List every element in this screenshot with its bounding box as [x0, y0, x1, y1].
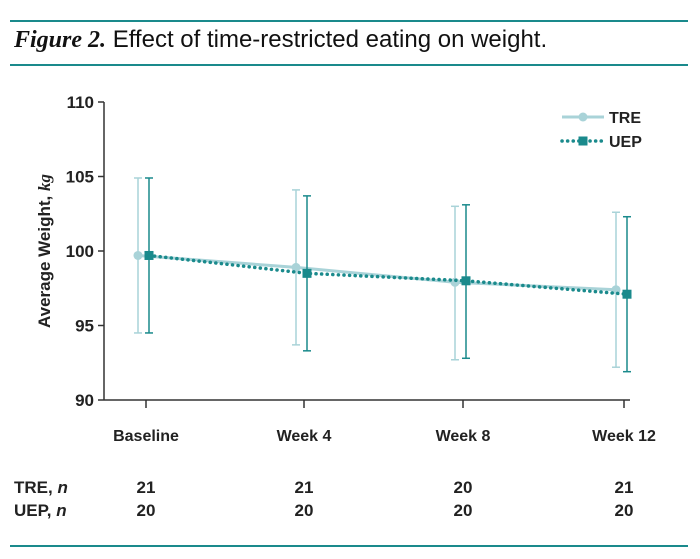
series-line: [137, 253, 617, 292]
n-row-group: UEP,: [14, 501, 56, 520]
n-table-row: UEP, n 20 20 20 20: [14, 501, 633, 520]
bottom-rule: [10, 545, 688, 547]
x-tick-label: Week 4: [277, 428, 332, 445]
legend-item-tre: TRE: [562, 110, 641, 127]
n-row-label: TRE, n: [14, 478, 68, 497]
legend-label: TRE: [609, 110, 641, 127]
legend-item-uep: UEP: [560, 134, 642, 151]
y-axis-label-unit: kg: [35, 174, 54, 192]
legend-label: UEP: [609, 134, 642, 151]
n-cell: 20: [295, 501, 314, 520]
y-axis-label-main: Average Weight,: [35, 196, 54, 328]
figure-label: Figure 2.: [14, 27, 107, 53]
y-tick-label: 90: [75, 391, 94, 410]
n-row-group: TRE,: [14, 478, 57, 497]
title-rule: [10, 64, 688, 66]
y-tick-label: 110: [67, 93, 94, 112]
y-tick-label: 105: [66, 168, 94, 187]
axes: Average Weight, kg: [35, 102, 630, 401]
n-cell: 20: [137, 501, 156, 520]
x-tick-label: Week 12: [592, 428, 656, 445]
x-tick-label: Week 8: [436, 428, 491, 445]
n-row-label: UEP, n: [14, 501, 67, 520]
n-table: TRE, n 21 21 20 21 UEP, n 20 20 20 20: [14, 478, 633, 520]
figure-title: Figure 2. Effect of time-restricted eati…: [14, 26, 547, 54]
n-table-row: TRE, n 21 21 20 21: [14, 478, 633, 497]
data-point: [291, 262, 301, 272]
n-cell: 20: [454, 501, 473, 520]
series-line: [147, 253, 629, 296]
data-point: [144, 250, 154, 260]
y-ticks: 90 95 100 105 110: [66, 93, 104, 410]
data-point: [622, 289, 632, 299]
y-tick-label: 100: [66, 242, 94, 261]
y-tick-label: 95: [75, 317, 94, 336]
legend-marker: [578, 136, 588, 146]
y-axis-label: Average Weight, kg: [35, 174, 54, 329]
x-ticks: Baseline Week 4 Week 8 Week 12: [113, 400, 656, 445]
n-row-unit: n: [56, 501, 66, 520]
n-cell: 21: [137, 478, 156, 497]
series: [133, 177, 632, 373]
n-cell: 20: [615, 501, 634, 520]
x-tick-label: Baseline: [113, 428, 179, 445]
n-cell: 21: [295, 478, 314, 497]
n-cell: 21: [615, 478, 634, 497]
data-point: [461, 276, 471, 286]
legend: TRE UEP: [560, 110, 642, 151]
legend-marker: [578, 112, 588, 122]
top-rule: [10, 20, 688, 22]
n-row-unit: n: [57, 478, 67, 497]
data-point: [133, 250, 143, 260]
series-tre: [133, 177, 621, 368]
series-uep: [144, 177, 632, 373]
data-point: [302, 268, 312, 278]
figure-title-text: Effect of time-restricted eating on weig…: [112, 26, 548, 53]
n-cell: 20: [454, 478, 473, 497]
